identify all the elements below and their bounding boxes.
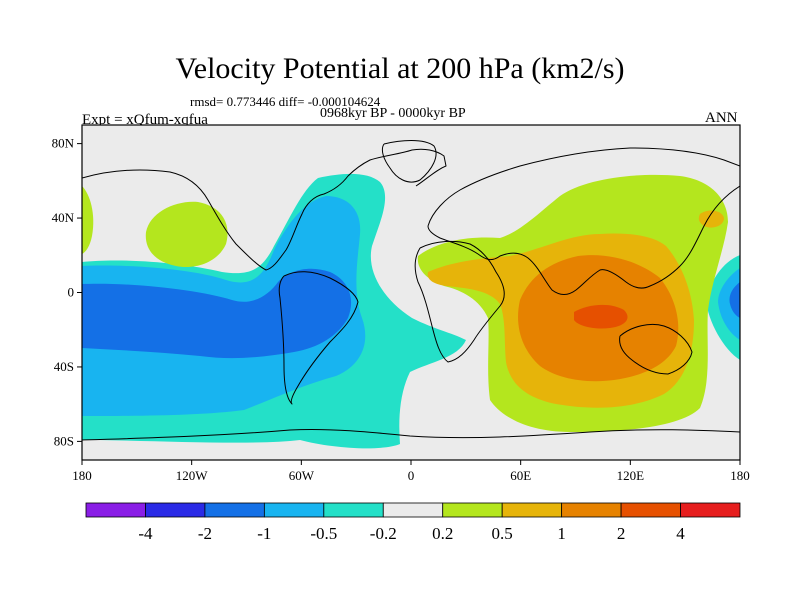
coastline-australia — [619, 323, 693, 375]
stats-text: rmsd= 0.773446 diff= -0.000104624 — [190, 94, 381, 109]
colorbar-label: -0.5 — [310, 524, 337, 543]
colorbar-swatch — [85, 502, 146, 518]
colorbar-label: -4 — [138, 524, 153, 543]
colorbar-swatch — [263, 502, 325, 518]
coastline-greenland — [381, 140, 437, 183]
colorbar-swatch — [204, 502, 265, 518]
map-title: Velocity Potential at 200 hPa (km2/s) — [175, 52, 625, 85]
colorbar-label: 0.2 — [432, 524, 453, 543]
colorbar-swatch — [561, 502, 622, 518]
contour-east-edge-minus-1 — [729, 282, 740, 318]
contour-minus-1 — [82, 268, 352, 359]
colorbar-swatch — [501, 502, 563, 518]
contour-plus-0.2-west-edge — [82, 186, 94, 254]
contour-plus-2 — [574, 304, 628, 329]
coastline-antarctica — [82, 428, 740, 441]
season-label: ANN — [705, 110, 738, 126]
colorbar-swatch — [680, 502, 741, 518]
longitude-axis: 180 120W 60W 0 60E 120E 180 — [72, 460, 750, 483]
latitude-axis: 80N 40N 0 40S 80S — [52, 136, 82, 448]
colorbar-swatch — [382, 502, 444, 518]
colorbar-label: -0.2 — [370, 524, 397, 543]
lon-tick-label: 180 — [72, 468, 92, 483]
coastline-eurasia — [427, 147, 740, 295]
colorbar-label: -1 — [257, 524, 271, 543]
colorbar-swatch — [145, 502, 206, 518]
lat-tick-label: 80N — [52, 136, 75, 151]
lon-tick-label: 60E — [510, 468, 531, 483]
period-text: 0968kyr BP - 0000kyr BP — [320, 106, 466, 121]
coastline-south-america — [278, 271, 359, 405]
colorbar-swatch — [620, 502, 681, 518]
experiment-label: Expt = xQfum-xqfua — [82, 112, 208, 128]
lon-tick-label: 0 — [408, 468, 415, 483]
contour-east-edge-minus-0.5 — [718, 268, 740, 340]
coastline-africa — [414, 240, 505, 363]
colorbar-label: 2 — [617, 524, 626, 543]
coastlines — [82, 140, 740, 441]
contour-field — [82, 125, 740, 460]
lat-tick-label: 80S — [54, 433, 74, 448]
lon-tick-label: 180 — [730, 468, 750, 483]
lon-tick-label: 120W — [176, 468, 209, 483]
lon-tick-label: 60W — [289, 468, 315, 483]
coastline-north-america — [82, 148, 447, 271]
colorbar-swatch — [323, 502, 384, 518]
contour-plus-0.2-north-pacific — [145, 201, 228, 268]
lat-tick-label: 0 — [68, 285, 75, 300]
colorbar-swatch — [442, 502, 503, 518]
colorbar-label: 4 — [676, 524, 685, 543]
lat-tick-label: 40S — [54, 359, 74, 374]
colorbar-label: 0.5 — [492, 524, 513, 543]
lat-tick-label: 40N — [52, 210, 75, 225]
colorbar: -4 -2 -1 -0.5 -0.2 0.2 0.5 1 2 4 — [85, 502, 741, 543]
colorbar-label: 1 — [557, 524, 566, 543]
lon-tick-label: 120E — [617, 468, 645, 483]
colorbar-label: -2 — [198, 524, 212, 543]
